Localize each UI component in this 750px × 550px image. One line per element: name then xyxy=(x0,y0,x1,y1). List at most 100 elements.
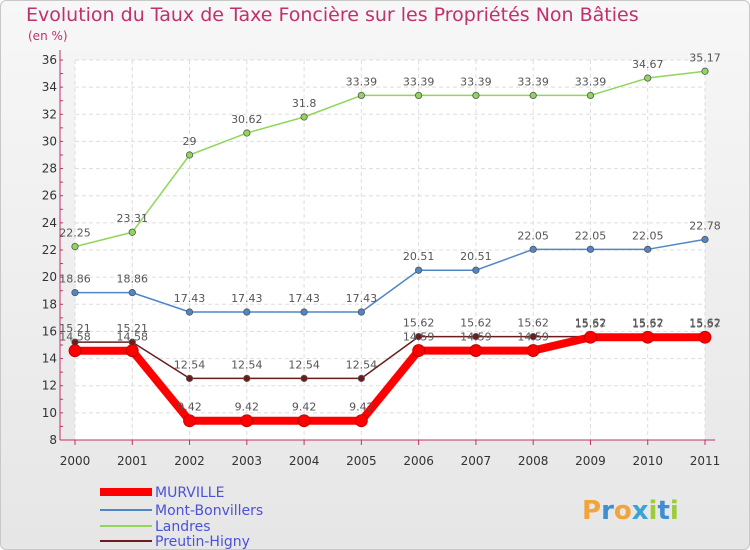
series-mont-bonvillers xyxy=(71,235,709,316)
data-point xyxy=(584,330,597,344)
data-point xyxy=(586,91,595,100)
x-tick-label: 2003 xyxy=(232,454,263,468)
logo-letter: i xyxy=(670,496,679,526)
x-tick-label: 2011 xyxy=(690,454,721,468)
y-tick-label: 20 xyxy=(42,270,57,284)
data-point xyxy=(243,374,251,382)
data-label: 33.39 xyxy=(575,75,607,88)
data-label: 29 xyxy=(183,135,197,148)
data-label: 15.62 xyxy=(632,317,664,330)
series-line xyxy=(75,238,706,313)
data-label: 22.05 xyxy=(632,229,664,242)
y-tick-label: 24 xyxy=(42,216,57,230)
data-point xyxy=(586,245,595,253)
y-tick-label: 8 xyxy=(49,433,57,447)
legend-label: Preutin-Higny xyxy=(155,534,250,550)
data-point xyxy=(529,245,537,253)
data-label: 20.51 xyxy=(403,250,435,263)
data-point xyxy=(71,243,79,251)
data-point xyxy=(185,374,194,382)
y-tick-label: 28 xyxy=(42,162,57,176)
legend: MURVILLE Mont-BonvillersLandresPreutin-Hi… xyxy=(100,485,263,550)
data-label: 9.42 xyxy=(292,401,317,414)
y-tick-label: 12 xyxy=(42,379,57,393)
data-point xyxy=(529,91,537,100)
data-label: 15.57 xyxy=(575,317,607,330)
data-label: 15.21 xyxy=(59,322,91,335)
data-label: 23.31 xyxy=(117,212,149,225)
data-point xyxy=(243,308,251,316)
data-point xyxy=(529,332,537,341)
axes: 8 10 12 14 16 18 20 22 24 26 28 30 32 34 36 2000 2001 200… xyxy=(42,50,721,468)
data-label: 15.62 xyxy=(460,317,492,330)
data-label: 15.62 xyxy=(517,317,549,330)
series-landres xyxy=(71,67,709,251)
data-labels: 14.58 14.58 9.42 9.42 9.42 9.42 14.59 14.59 14.5… xyxy=(59,51,721,413)
data-point xyxy=(644,74,652,82)
data-label: 15.62 xyxy=(575,317,607,330)
legend-label: Landres xyxy=(155,519,211,535)
y-axis-unit: (en %) xyxy=(28,29,68,43)
data-point xyxy=(412,344,426,357)
data-point xyxy=(185,308,194,316)
data-label: 33.39 xyxy=(517,75,549,88)
data-label: 22.78 xyxy=(689,219,721,232)
x-tick-label: 2010 xyxy=(632,454,663,468)
y-tick-label: 14 xyxy=(42,352,57,366)
data-label: 20.51 xyxy=(460,250,492,263)
data-label: 18.86 xyxy=(117,273,149,286)
data-point xyxy=(472,266,480,274)
data-label: 15.62 xyxy=(689,317,721,330)
data-label: 12.54 xyxy=(231,358,263,371)
data-point xyxy=(300,374,308,382)
data-label: 18.86 xyxy=(59,273,91,286)
x-tick-label: 2000 xyxy=(60,454,91,468)
series-murville xyxy=(68,330,712,428)
data-label: 14.58 xyxy=(59,331,91,344)
logo-letter: i xyxy=(649,496,658,526)
data-label: 15.62 xyxy=(403,317,435,330)
data-point xyxy=(641,330,655,344)
data-label: 9.42 xyxy=(235,401,260,414)
data-label: 33.39 xyxy=(346,75,378,88)
data-label: 17.43 xyxy=(346,292,378,305)
data-label: 14.59 xyxy=(403,331,435,344)
data-point xyxy=(243,129,251,137)
y-tick-label: 18 xyxy=(42,297,57,311)
data-point xyxy=(701,235,709,244)
data-label: 12.54 xyxy=(174,358,206,371)
y-tick-label: 32 xyxy=(42,107,57,121)
data-label: 15.21 xyxy=(117,322,149,335)
x-tick-label: 2005 xyxy=(346,454,377,468)
data-label: 9.42 xyxy=(349,401,374,414)
y-tick-label: 22 xyxy=(42,243,57,257)
data-label: 12.54 xyxy=(288,358,320,371)
x-tick-label: 2008 xyxy=(518,454,549,468)
data-point xyxy=(68,344,82,358)
logo-letter: P xyxy=(582,496,601,526)
logo-letter: o xyxy=(614,496,632,526)
data-label: 22.25 xyxy=(59,227,91,240)
series-line xyxy=(75,333,705,425)
data-label: 34.67 xyxy=(632,58,664,71)
proxiti-logo: Proxiti xyxy=(582,496,679,526)
y-tick-label: 10 xyxy=(42,406,57,420)
y-tick-label: 26 xyxy=(42,189,57,203)
series-layer xyxy=(68,67,712,428)
logo-letter: x xyxy=(632,496,649,526)
y-tick-label: 34 xyxy=(42,80,57,94)
data-label: 17.43 xyxy=(231,292,263,305)
y-tick-label: 36 xyxy=(42,53,57,67)
data-label: 17.43 xyxy=(174,292,206,305)
chart-title: Evolution du Taux de Taxe Foncière sur l… xyxy=(26,4,639,26)
data-label: 14.59 xyxy=(517,331,549,344)
x-tick-label: 2006 xyxy=(403,454,434,468)
data-point xyxy=(297,414,311,428)
x-tick-label: 2002 xyxy=(174,454,205,468)
data-point xyxy=(300,113,308,121)
logo-letter: r xyxy=(601,496,614,526)
x-tick-label: 2001 xyxy=(117,454,148,468)
data-label: 9.42 xyxy=(177,401,202,414)
y-tick-label: 30 xyxy=(42,134,57,148)
